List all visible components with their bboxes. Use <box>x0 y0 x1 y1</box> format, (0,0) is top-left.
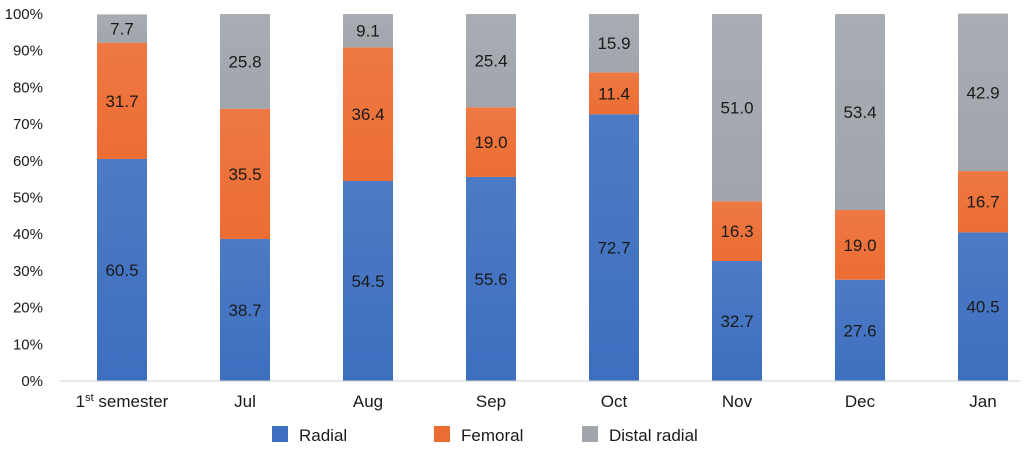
data-label-femoral: 36.4 <box>351 105 384 124</box>
bar-segment-radial <box>712 260 762 381</box>
x-tick-label: Sep <box>476 392 506 411</box>
y-tick-label: 40% <box>13 226 43 243</box>
data-label-radial: 55.6 <box>474 270 507 289</box>
bar-segment-distal-radial <box>835 14 885 210</box>
x-tick-label: Dec <box>845 392 876 411</box>
bar-segment-femoral <box>835 209 885 280</box>
data-label-femoral: 35.5 <box>228 165 261 184</box>
data-label-femoral: 31.7 <box>105 92 138 111</box>
data-label-distal-radial: 9.1 <box>356 22 380 41</box>
y-tick-label: 90% <box>13 43 43 60</box>
y-tick-label: 30% <box>13 263 43 280</box>
bar-segment-radial <box>589 114 639 381</box>
data-label-femoral: 11.4 <box>598 84 630 103</box>
y-tick-label: 20% <box>13 300 43 317</box>
bar-group-oct: 72.7 11.4 15.9 <box>589 14 639 381</box>
x-tick-label: Nov <box>722 392 753 411</box>
bar-segment-femoral <box>712 201 762 261</box>
bar-segment-femoral <box>97 42 147 159</box>
legend-label: Radial <box>299 426 347 445</box>
bar-group-sep: 55.6 19.0 25.4 <box>466 14 516 381</box>
bar-segment-femoral <box>220 108 270 239</box>
x-tick-label: 1st semester <box>76 392 169 411</box>
bar-segment-radial <box>343 180 393 381</box>
legend-label: Distal radial <box>609 426 698 445</box>
y-tick-label: 70% <box>13 116 43 133</box>
bar-segment-radial <box>97 158 147 381</box>
legend-item-femoral: Femoral <box>434 426 523 445</box>
legend-swatch <box>582 426 598 442</box>
y-tick-label: 0% <box>21 373 43 390</box>
bar-group-jan: 40.5 16.7 42.9 <box>958 13 1008 381</box>
data-label-femoral: 19.0 <box>474 133 507 152</box>
x-tick-label: Oct <box>601 392 628 411</box>
bar-segment-femoral <box>343 47 393 181</box>
legend-swatch <box>434 426 450 442</box>
data-label-distal-radial: 42.9 <box>966 83 999 102</box>
data-label-radial: 40.5 <box>966 298 999 317</box>
x-tick-label: Aug <box>353 392 383 411</box>
data-label-distal-radial: 15.9 <box>597 34 630 53</box>
data-label-radial: 32.7 <box>720 312 753 331</box>
y-tick-label: 100% <box>5 6 43 23</box>
bar-segment-distal-radial <box>466 14 516 108</box>
x-tick-label: Jan <box>969 392 996 411</box>
bar-segment-femoral <box>958 171 1008 233</box>
y-tick-label: 50% <box>13 190 43 207</box>
y-tick-label: 80% <box>13 79 43 96</box>
bar-segment-distal-radial <box>343 14 393 48</box>
x-tick-label: Jul <box>234 392 256 411</box>
data-label-femoral: 19.0 <box>843 236 876 255</box>
bar-segment-distal-radial <box>97 14 147 43</box>
bars: 60.5 31.7 7.7 38.7 35.5 25.8 54.5 36.4 9.1 55.6 19… <box>97 13 1008 381</box>
bar-segment-radial <box>466 176 516 381</box>
bar-segment-distal-radial <box>220 14 270 109</box>
bar-group-1st-semester: 60.5 31.7 7.7 <box>97 14 147 381</box>
data-label-distal-radial: 25.8 <box>228 52 261 71</box>
y-axis: 0% 10% 20% 30% 40% 50% 60% 70% 80% 90% 100% <box>5 6 43 390</box>
y-tick-label: 60% <box>13 153 43 170</box>
bar-segment-distal-radial <box>589 14 639 73</box>
legend-swatch <box>272 426 288 442</box>
legend-label: Femoral <box>461 426 523 445</box>
data-label-distal-radial: 53.4 <box>843 103 876 122</box>
bar-segment-distal-radial <box>958 13 1008 172</box>
bar-segment-radial <box>220 238 270 381</box>
data-label-radial: 72.7 <box>597 239 630 258</box>
data-label-femoral: 16.3 <box>720 222 753 241</box>
bar-segment-radial <box>835 279 885 381</box>
data-label-radial: 54.5 <box>351 272 384 291</box>
legend: Radial Femoral Distal radial <box>272 426 698 445</box>
x-axis: 1st semester Jul Aug Sep Oct Nov Dec Jan <box>76 392 997 411</box>
data-label-radial: 60.5 <box>105 261 138 280</box>
bar-segment-femoral <box>466 107 516 177</box>
bar-group-aug: 54.5 36.4 9.1 <box>343 14 393 381</box>
bar-group-dec: 27.6 19.0 53.4 <box>835 14 885 381</box>
data-label-distal-radial: 25.4 <box>474 52 507 71</box>
data-label-radial: 38.7 <box>228 301 261 320</box>
bar-group-jul: 38.7 35.5 25.8 <box>220 14 270 381</box>
data-label-distal-radial: 51.0 <box>720 99 753 118</box>
y-tick-label: 10% <box>13 336 43 353</box>
bar-group-nov: 32.7 16.3 51.0 <box>712 14 762 381</box>
legend-item-distal-radial: Distal radial <box>582 426 698 445</box>
legend-item-radial: Radial <box>272 426 347 445</box>
bar-segment-radial <box>958 232 1008 381</box>
bar-segment-femoral <box>589 72 639 115</box>
data-label-femoral: 16.7 <box>966 193 999 212</box>
data-label-distal-radial: 7.7 <box>110 19 134 38</box>
bar-segment-distal-radial <box>712 14 762 202</box>
data-label-radial: 27.6 <box>843 321 876 340</box>
